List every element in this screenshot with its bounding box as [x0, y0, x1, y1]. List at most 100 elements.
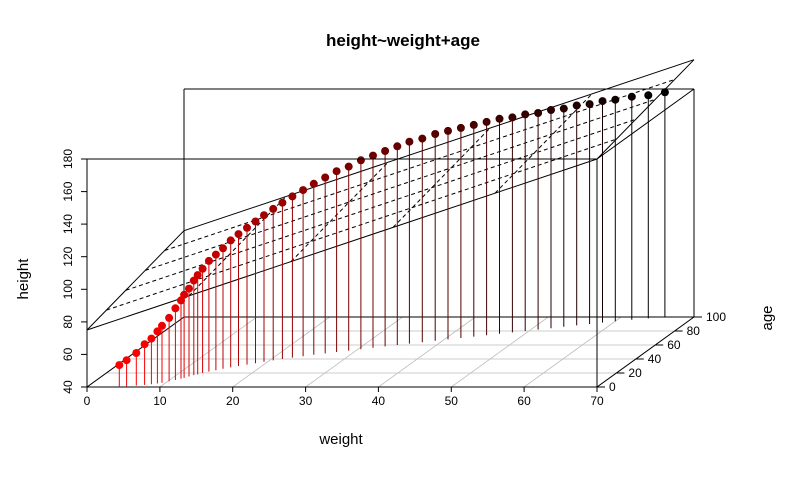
data-point	[260, 211, 268, 220]
plane-line	[164, 79, 675, 251]
x-tick-label: 20	[226, 394, 240, 408]
plane-line	[188, 196, 287, 297]
y-tick-label: 60	[667, 338, 681, 352]
data-point	[299, 186, 308, 195]
data-point	[158, 321, 166, 330]
z-tick-label: 180	[61, 149, 75, 169]
data-point	[234, 230, 243, 239]
data-point	[122, 356, 131, 365]
data-point	[585, 100, 594, 109]
box-edge	[596, 316, 695, 388]
z-tick-label: 140	[61, 214, 75, 234]
data-point	[219, 244, 227, 253]
data-point	[140, 340, 149, 349]
data-point	[418, 134, 427, 143]
data-point	[431, 130, 440, 138]
data-point	[393, 142, 402, 151]
data-point	[456, 123, 465, 132]
x-tick-label: 70	[590, 394, 604, 408]
box-edge	[596, 88, 695, 160]
drop-lines	[118, 92, 666, 387]
data-point	[171, 304, 180, 313]
x-axis-label: weight	[318, 431, 363, 448]
x-tick-label: 0	[84, 394, 91, 408]
data-point	[627, 92, 636, 101]
data-point	[198, 264, 207, 273]
x-tick-label: 50	[445, 394, 459, 408]
data-point	[177, 296, 185, 305]
x-tick-label: 40	[372, 394, 386, 408]
plane-line	[596, 59, 695, 160]
data-point	[309, 179, 318, 188]
z-axis-label: height	[15, 258, 32, 300]
data-point	[547, 106, 555, 114]
y-tick-label: 40	[648, 352, 662, 366]
plane-line	[125, 118, 636, 291]
z-tick-label: 160	[61, 181, 75, 201]
data-point	[226, 236, 235, 245]
data-point	[469, 120, 478, 129]
plane-line	[86, 230, 185, 331]
base-grid	[86, 316, 695, 388]
y-tick-label: 20	[628, 366, 642, 380]
y-axis-label: age	[759, 305, 776, 330]
grid-line-x	[523, 316, 622, 388]
data-point	[572, 101, 581, 110]
grid-line-x	[378, 316, 476, 388]
data-point	[559, 104, 568, 113]
data-point	[165, 313, 174, 322]
data-point	[153, 327, 162, 336]
z-tick-label: 40	[61, 380, 75, 394]
data-point	[251, 217, 260, 226]
y-tick-label: 80	[687, 324, 701, 338]
plane-line	[86, 158, 598, 331]
data-point	[189, 276, 198, 285]
data-point	[495, 114, 504, 123]
grid-line-x	[305, 316, 403, 388]
plane-line	[183, 59, 695, 232]
z-tick-label: 80	[61, 315, 75, 329]
data-point	[482, 117, 491, 126]
z-tick-label: 120	[61, 246, 75, 266]
x-tick-label: 10	[153, 394, 167, 408]
data-point	[598, 97, 607, 106]
plane-line	[145, 98, 656, 271]
data-point	[508, 113, 517, 122]
chart-title: height~weight+age	[326, 31, 480, 50]
plane-line	[106, 138, 617, 311]
data-point	[147, 334, 156, 343]
data-point	[269, 204, 278, 213]
z-tick-label: 100	[61, 279, 75, 299]
data-points	[115, 88, 669, 370]
data-point	[185, 284, 193, 293]
plane-line	[494, 93, 593, 194]
y-tick-label: 0	[609, 380, 616, 394]
data-point	[243, 223, 251, 232]
data-point	[660, 88, 669, 97]
data-point	[344, 162, 353, 171]
data-point	[278, 198, 287, 207]
axis-ticks: 0 10 20 30 40 50 60 70 40 60 80 100 120 140 160 180 0 20 4…	[61, 149, 726, 408]
data-point	[356, 156, 365, 165]
data-point	[211, 250, 220, 259]
data-point	[405, 137, 414, 146]
data-point	[521, 110, 530, 119]
data-point	[321, 173, 330, 182]
grid-line-x	[451, 316, 549, 388]
data-point	[204, 256, 213, 265]
box-front-edges	[86, 88, 695, 388]
x-tick-label: 60	[517, 394, 531, 408]
y-tick-label: 100	[706, 310, 726, 324]
data-point	[534, 109, 543, 117]
data-point	[444, 126, 452, 135]
plane-line	[290, 161, 389, 262]
x-tick-label: 30	[299, 394, 313, 408]
data-point	[115, 361, 124, 370]
data-point	[381, 147, 390, 155]
data-point	[132, 349, 141, 357]
data-point	[369, 151, 377, 160]
z-tick-label: 60	[61, 347, 75, 361]
data-point	[332, 167, 341, 176]
data-point	[611, 95, 620, 104]
